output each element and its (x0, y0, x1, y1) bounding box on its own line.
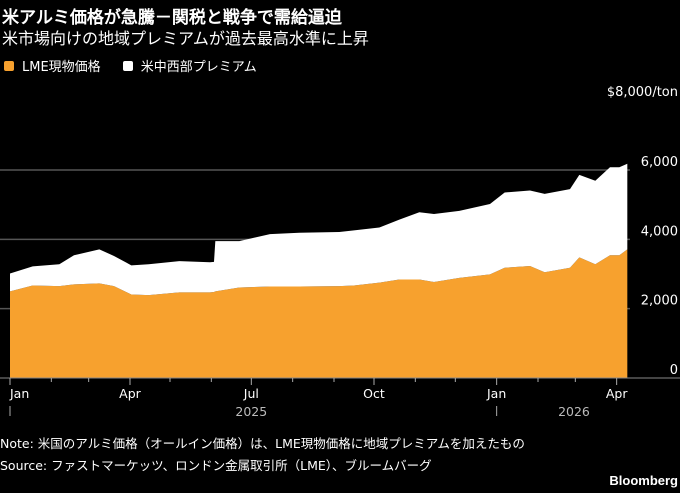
x-tick-label: Apr (606, 386, 628, 401)
footnote: Note: 米国のアルミ価格（オールイン価格）は、LME現物価格に地域プレミアム… (0, 436, 525, 451)
y-tick-label: 2,000 (641, 294, 678, 309)
chart-title: 米アルミ価格が急騰－関税と戦争で需給逼迫 (2, 8, 342, 28)
bloomberg-logo: Bloomberg (609, 473, 678, 488)
source-note: Source: ファストマーケッツ、ロンドン金属取引所（LME）、ブルームバーグ (0, 458, 432, 473)
year-label: 2025 (235, 404, 267, 419)
x-tick-label: Jan (486, 386, 506, 401)
y-axis-unit-label: $8,000/ton (607, 85, 678, 100)
area-lme-spot-price (10, 249, 628, 378)
y-tick-label: 0 (670, 363, 678, 378)
chart-subtitle: 米市場向けの地域プレミアムが過去最高水準に上昇 (2, 29, 369, 48)
x-tick-label: Apr (119, 386, 141, 401)
y-tick-label: 4,000 (641, 224, 678, 239)
x-tick-label: Oct (363, 386, 385, 401)
x-tick-label: Jan (9, 386, 29, 401)
legend-label-premium: 米中西部プレミアム (140, 60, 257, 75)
legend-item-lme: LME現物価格 (4, 56, 101, 75)
y-tick-label: 6,000 (641, 155, 678, 170)
legend-swatch-premium (122, 60, 133, 71)
legend-item-premium: 米中西部プレミアム (122, 56, 257, 75)
area-midwest-premium (10, 163, 628, 296)
legend: LME現物価格 米中西部プレミアム (4, 56, 257, 75)
year-label: 2026 (558, 404, 590, 419)
legend-swatch-lme (4, 60, 14, 71)
legend-label-lme: LME現物価格 (22, 60, 101, 75)
x-tick-label: Jul (243, 386, 259, 401)
